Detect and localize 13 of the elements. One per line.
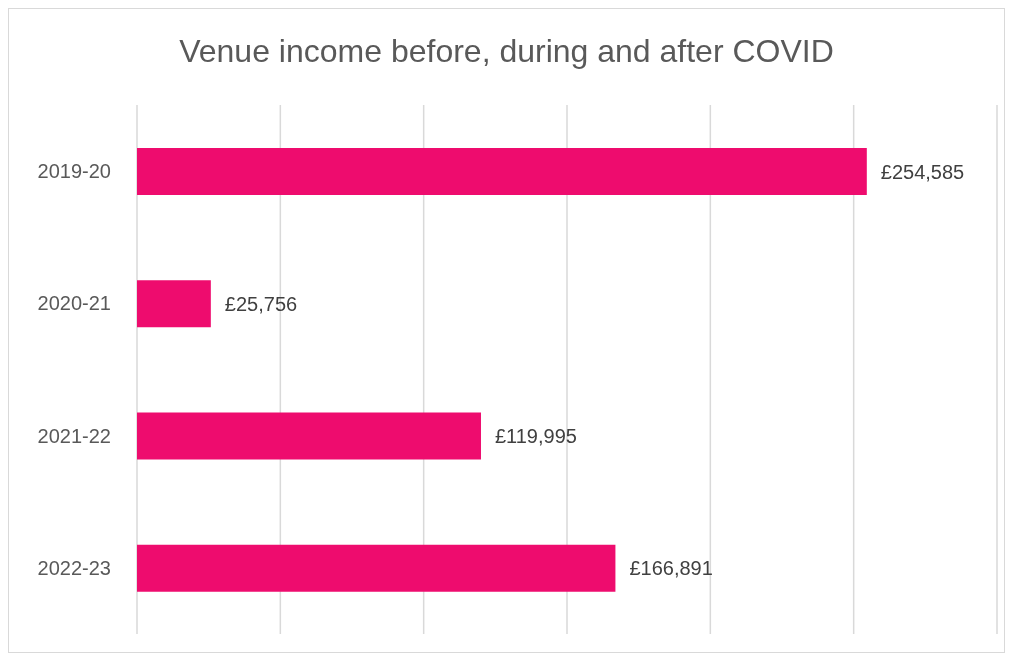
bar (137, 412, 481, 460)
data-label: £25,756 (224, 292, 298, 315)
y-tick-label: 2020-21 (37, 292, 111, 315)
y-tick-label: 2019-20 (37, 160, 111, 183)
chart-title: Venue income before, during and after COVID (178, 33, 835, 70)
y-tick-label: 2022-23 (37, 556, 111, 579)
data-label: £119,995 (494, 425, 577, 447)
bar (137, 148, 867, 195)
data-label: £254,585 (880, 160, 965, 183)
data-label: £166,891 (629, 557, 713, 580)
y-tick-label: 2021-22 (37, 424, 111, 447)
bar (137, 544, 616, 592)
bar (137, 280, 211, 328)
